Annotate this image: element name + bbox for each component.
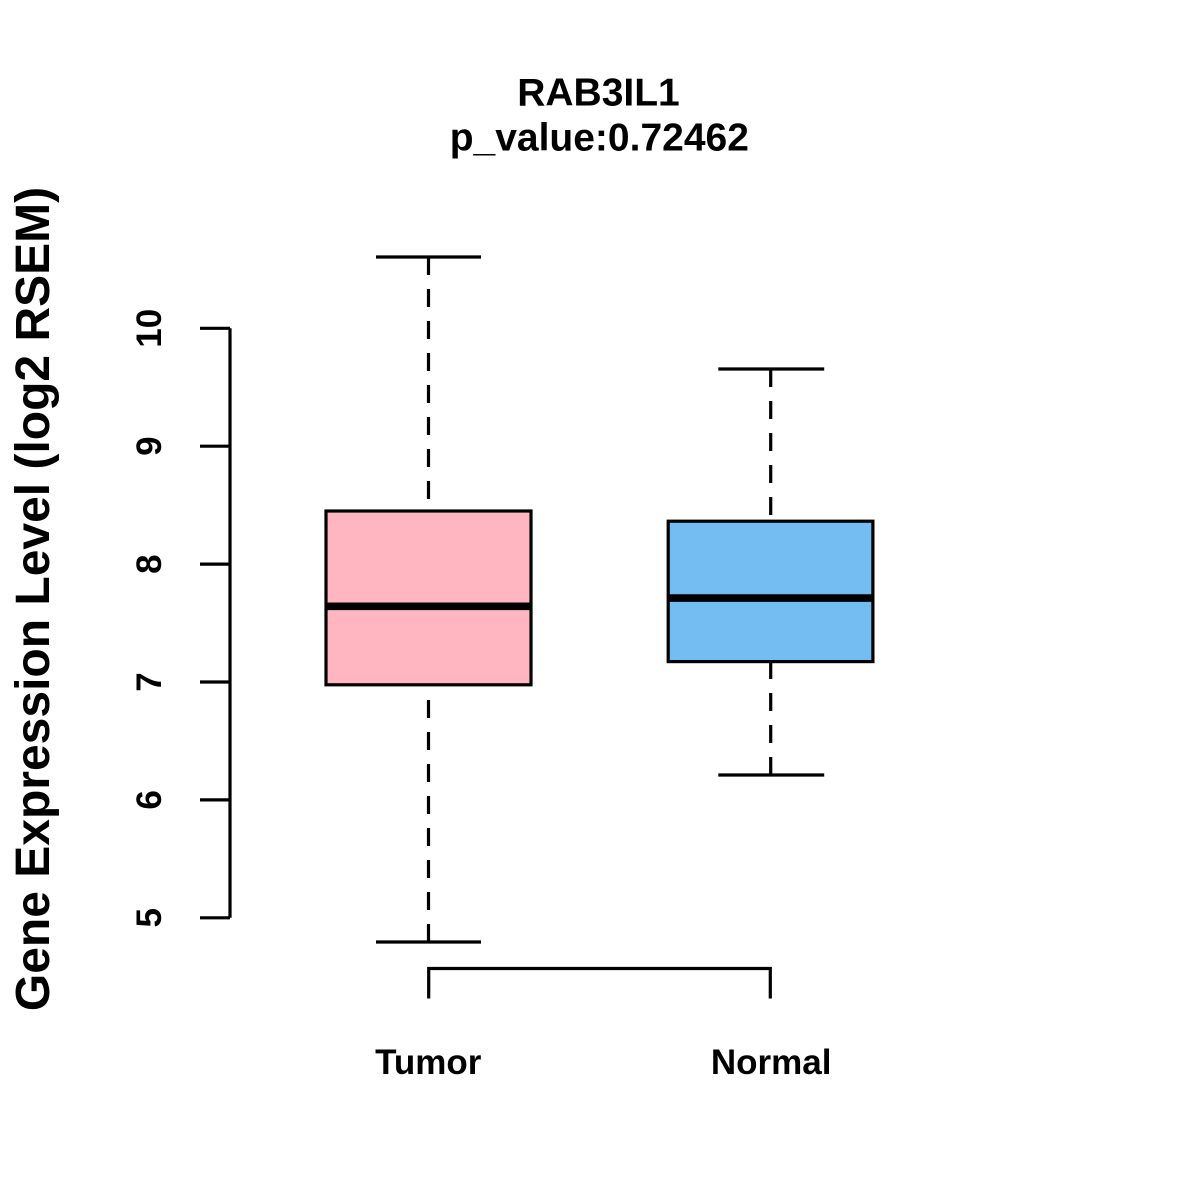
svg-text:p_value:0.72462: p_value:0.72462 [450,117,749,160]
svg-text:Normal: Normal [711,1043,832,1082]
svg-text:9: 9 [130,436,169,455]
svg-text:8: 8 [130,554,169,573]
svg-text:6: 6 [130,790,169,809]
svg-text:7: 7 [130,672,169,691]
svg-text:Gene Expression Level (log2 RS: Gene Expression Level (log2 RSEM) [7,187,60,1011]
svg-text:RAB3IL1: RAB3IL1 [517,72,680,115]
svg-text:10: 10 [130,309,169,348]
svg-text:5: 5 [130,908,169,927]
svg-text:Tumor: Tumor [375,1043,482,1082]
